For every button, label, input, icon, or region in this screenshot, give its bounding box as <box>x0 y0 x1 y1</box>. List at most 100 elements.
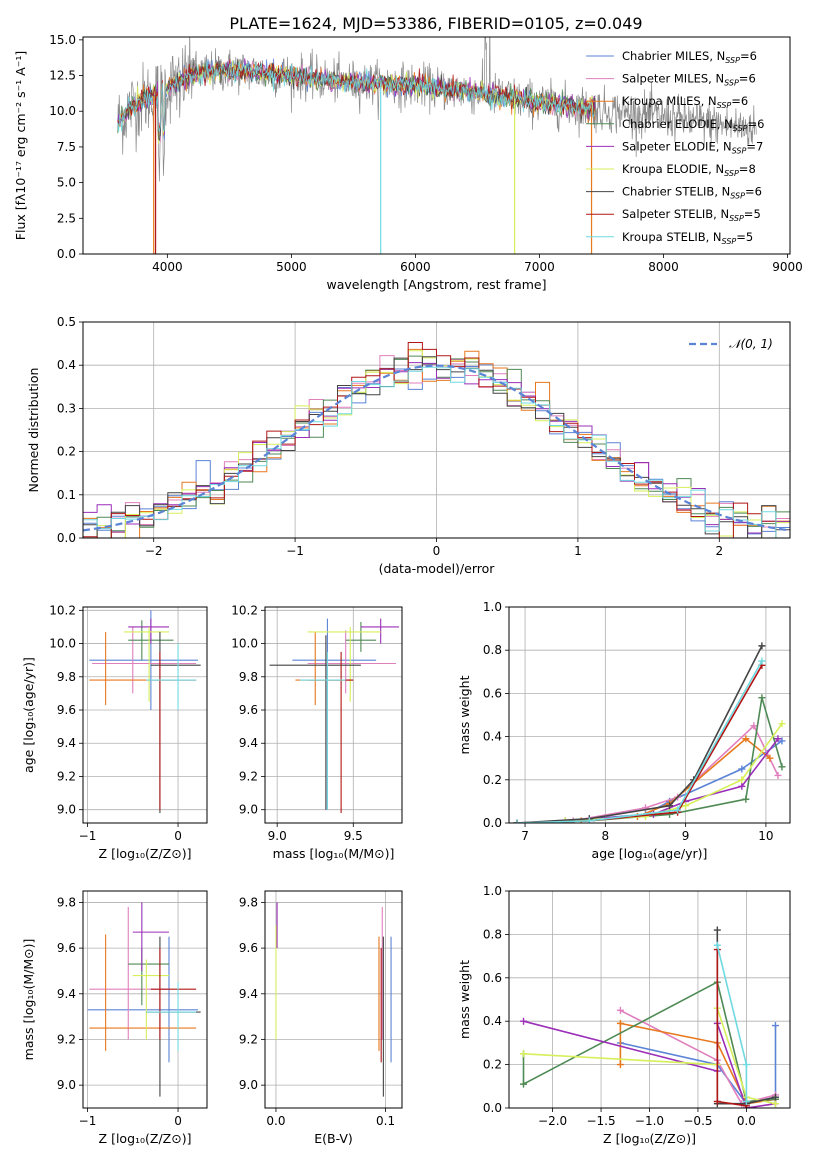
legend-entry: Salpeter MILES, NSSP=6 <box>622 72 756 88</box>
y-tick-label: 10.0 <box>231 637 258 651</box>
legend-entry: Chabrier STELIB, NSSP=6 <box>622 185 762 201</box>
weight-line-chabrier-stelib <box>516 645 763 823</box>
legend-name: Kroupa ELODIE <box>622 162 708 176</box>
x-tick-label: 0 <box>174 1114 182 1128</box>
weight-point-marker <box>778 737 786 745</box>
model-spectrum-kroupa-stelib <box>117 61 596 133</box>
x-tick-label: 2 <box>715 544 723 558</box>
x-axis-label: wavelength [Angstrom, rest frame] <box>326 277 546 292</box>
weight-point-marker <box>682 802 690 810</box>
legend-nssp-prefix: , N <box>701 94 717 108</box>
y-tick-label: 0.4 <box>483 1014 502 1028</box>
legend-nssp-prefix: , N <box>708 72 724 86</box>
legend-entry: Chabrier ELODIE, NSSP=6 <box>622 117 764 133</box>
legend-nssp-sub: SSP <box>717 101 732 110</box>
weight-point-marker <box>742 1097 750 1105</box>
legend-nssp-prefix: , N <box>706 230 722 244</box>
x-tick-label: 5000 <box>276 260 307 274</box>
legend-nssp-sub: SSP <box>733 124 748 133</box>
legend-nssp-sub: SSP <box>730 192 745 201</box>
legend-nssp-prefix: , N <box>716 139 732 153</box>
weight-point-marker <box>778 763 786 771</box>
legend-nssp-value: 6 <box>757 117 764 131</box>
legend-nssp-eq: = <box>736 230 746 244</box>
legend-nssp-sub: SSP <box>724 79 739 88</box>
y-axis-label: mass weight <box>457 960 472 1039</box>
axes-age_vs_Z: −1 0 9.0 9.2 9.4 9.6 9.8 10.0 10.2 Z [log₁₀(Z/Z⊙)… <box>21 603 208 861</box>
legend-nssp-value: 7 <box>756 139 763 153</box>
plot-area-residuals <box>83 342 790 538</box>
legend-nssp-prefix: , N <box>709 49 725 63</box>
axes-residuals: −2 −1 0 1 2 0.0 0.1 0.2 0.3 0.4 0.5 (data-model)/er… <box>26 315 791 576</box>
x-tick-label: −1 <box>79 1114 97 1128</box>
y-tick-label: 9.0 <box>57 803 76 817</box>
y-tick-label: 0.0 <box>57 531 76 545</box>
y-tick-label: 1.0 <box>483 884 502 898</box>
x-tick-label: −1 <box>286 544 304 558</box>
legend-nssp-eq: = <box>740 49 750 63</box>
weight-line-salpeter-stelib <box>516 664 763 823</box>
y-tick-label: 0.0 <box>483 1101 502 1115</box>
axes-mass_vs_Z: −1 0 9.0 9.2 9.4 9.6 9.8 Z [log₁₀(Z/Z⊙)] mass [l… <box>21 890 208 1146</box>
legend-nssp-sub: SSP <box>725 56 740 65</box>
legend-name: Chabrier MILES <box>622 49 709 63</box>
legend-name: Salpeter STELIB <box>622 207 713 221</box>
y-tick-label: 9.2 <box>57 1032 76 1046</box>
axes-weight_vs_age: 7 8 9 10 0.0 0.2 0.4 0.6 0.8 1.0 age [log₁₀(age/yr… <box>457 600 791 861</box>
legend-nssp-prefix: , N <box>714 185 730 199</box>
normal-legend-label: 𝒩(0, 1) <box>729 337 773 351</box>
weight-point-marker <box>666 810 674 818</box>
legend-nssp-value: 6 <box>748 72 755 86</box>
y-tick-label: 7.5 <box>57 140 76 154</box>
legend-name: Salpeter MILES <box>622 72 708 86</box>
legend-nssp-sub: SSP <box>729 214 744 223</box>
y-tick-label: 9.8 <box>239 670 258 684</box>
weight-point-marker <box>738 776 746 784</box>
weight-point-marker <box>513 819 521 823</box>
plot-area-spectrum <box>117 37 757 254</box>
y-tick-label: 10.2 <box>231 603 258 617</box>
weight-point-marker <box>750 722 758 730</box>
weight-point-marker <box>774 771 782 779</box>
y-tick-label: 15.0 <box>49 33 76 47</box>
legend-entry: Salpeter STELIB, NSSP=5 <box>622 207 761 223</box>
x-tick-label: 0.0 <box>266 1114 285 1128</box>
x-tick-label: 7 <box>521 829 529 843</box>
axes-frame <box>264 890 403 1109</box>
axes-mass_vs_ebv: 0.0 0.1 9.0 9.2 9.4 9.6 9.8 E(B-V) <box>239 890 403 1146</box>
residual-histogram-salpeter-stelib <box>83 342 790 538</box>
y-tick-label: 9.8 <box>57 895 76 909</box>
y-tick-label: 9.2 <box>239 769 258 783</box>
normal-distribution-curve <box>83 364 788 532</box>
x-tick-label: 8 <box>602 829 610 843</box>
x-tick-label: 9.5 <box>344 829 363 843</box>
weight-point-marker <box>520 1080 528 1088</box>
y-tick-label: 10.2 <box>49 603 76 617</box>
plot-area-mass_vs_Z <box>87 902 201 1097</box>
weight-line-kroupa-stelib <box>516 660 763 823</box>
weight-point-marker <box>713 926 721 934</box>
y-tick-label: 0.8 <box>483 643 502 657</box>
weight-point-marker <box>758 642 766 650</box>
x-tick-label: 10 <box>758 829 773 843</box>
legend-nssp-value: 5 <box>746 230 753 244</box>
y-tick-label: 9.8 <box>239 895 258 909</box>
y-axis-label: mass [log₁₀(M/M⊙)] <box>21 939 36 1061</box>
weight-point-marker <box>585 817 593 823</box>
weight-point-marker <box>771 1022 779 1030</box>
axes-frame <box>508 606 791 824</box>
x-axis-label: (data-model)/error <box>379 561 496 576</box>
y-tick-label: 0.4 <box>57 358 76 372</box>
weight-point-marker <box>616 1061 624 1069</box>
legend-nssp-eq: = <box>745 185 755 199</box>
axes-frame <box>82 606 208 824</box>
y-tick-label: 12.5 <box>49 69 76 83</box>
legend-nssp-sub: SSP <box>722 237 737 246</box>
y-axis-label: age [log₁₀(age/yr)] <box>21 657 36 773</box>
x-tick-label: 0.1 <box>376 1114 395 1128</box>
legend-nssp-sub: SSP <box>724 169 739 178</box>
plot-area-age_vs_Z <box>89 610 201 814</box>
y-tick-label: 9.8 <box>57 670 76 684</box>
y-tick-label: 2.5 <box>57 211 76 225</box>
x-tick-label: −1.5 <box>586 1114 615 1128</box>
